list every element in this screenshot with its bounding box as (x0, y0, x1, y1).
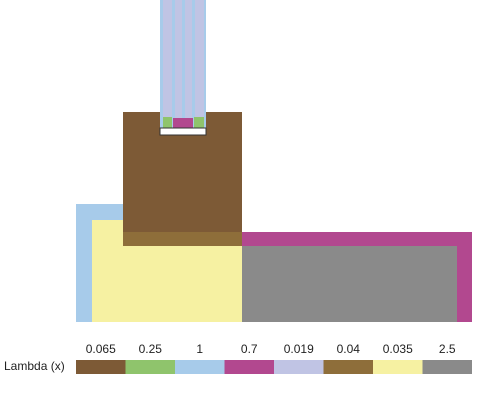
legend-value: 0.04 (337, 342, 361, 356)
legend-value: 0.065 (86, 342, 116, 356)
setting-block (159, 127, 207, 136)
frame-base (123, 232, 242, 246)
spacer (163, 117, 172, 128)
legend-value: 0.019 (284, 342, 314, 356)
legend-label: Lambda (x) (4, 359, 65, 373)
legend-swatch (175, 360, 225, 374)
legend-swatch (274, 360, 324, 374)
section (76, 0, 472, 322)
legend-swatch (323, 360, 373, 374)
concrete (242, 246, 457, 322)
legend-swatch (76, 360, 126, 374)
glass-pane (185, 0, 192, 118)
glass-pane (195, 0, 204, 128)
legend-swatch (373, 360, 423, 374)
legend-value: 2.5 (439, 342, 456, 356)
legend-value: 0.25 (139, 342, 163, 356)
glass-pane (163, 0, 172, 128)
legend-swatch (224, 360, 274, 374)
legend-swatch (125, 360, 175, 374)
legend-value: 0.7 (241, 342, 258, 356)
legend-value: 1 (196, 342, 203, 356)
legend-swatch (422, 360, 472, 374)
legend-value: 0.035 (383, 342, 413, 356)
seal (173, 118, 193, 128)
legend: 0.065 0.25 1 0.7 0.019 0.04 0.035 2.5 (76, 342, 472, 374)
spacer (194, 117, 204, 128)
glass-pane (175, 0, 182, 118)
